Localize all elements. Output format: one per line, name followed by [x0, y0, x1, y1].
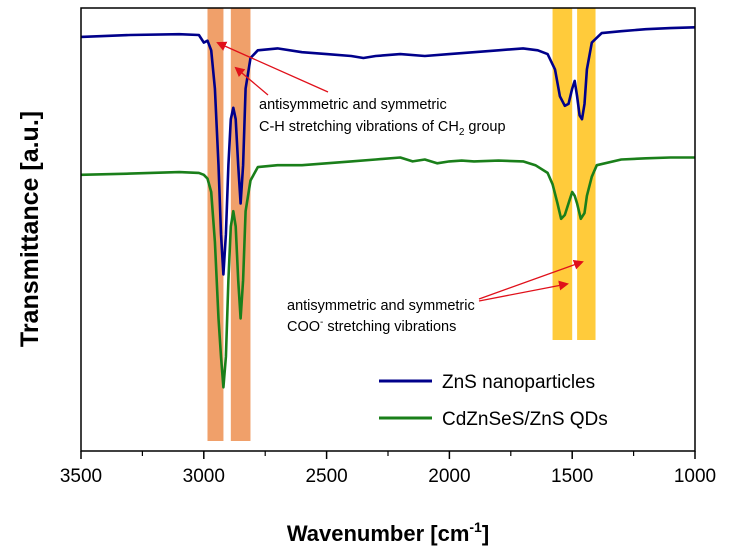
- annotation-ch-line2: C-H stretching vibrations of CH2 group: [259, 119, 506, 138]
- x-tick-label-1000: 1000: [674, 466, 716, 487]
- x-tick-label-2500: 2500: [305, 466, 347, 487]
- x-axis-title-main: Wavenumber [cm: [287, 521, 470, 546]
- x-tick-label-2000: 2000: [428, 466, 470, 487]
- arrow-coo-antisymmetric: [478, 259, 584, 300]
- series-layer: [80, 26, 696, 389]
- legend: ZnS nanoparticles CdZnSeS/ZnS QDs: [379, 372, 608, 430]
- arrow-coo-symmetric: [478, 280, 569, 302]
- plot-frame: [80, 7, 696, 452]
- x-axis-title: Wavenumber [cm-1]: [287, 519, 489, 546]
- series-line-0: [80, 26, 696, 276]
- series-line-1: [80, 156, 695, 389]
- legend-label-zns: ZnS nanoparticles: [442, 372, 595, 393]
- annotation-coo-line1: antisymmetric and symmetric: [287, 298, 475, 314]
- x-axis-title-end: ]: [482, 521, 489, 546]
- x-axis-title-sup: -1: [469, 519, 482, 535]
- x-tick-label-3500: 3500: [60, 466, 102, 487]
- highlight-band-3: [577, 8, 596, 340]
- annotation-coo-sup: -: [320, 317, 323, 328]
- annotation-coo-line2: COO- stretching vibrations: [287, 317, 456, 335]
- arrow-ch-symmetric: [234, 66, 269, 96]
- annotation-ch-end: group: [464, 119, 505, 135]
- x-tick-label-3000: 3000: [183, 466, 225, 487]
- y-axis-title: Transmittance [a.u.]: [16, 111, 44, 347]
- x-axis-ticks: 3500 3000 2500 2000 1500 1000: [60, 451, 716, 487]
- annotation-ch-main: C-H stretching vibrations of CH: [259, 119, 459, 135]
- x-tick-label-1500: 1500: [551, 466, 593, 487]
- annotation-ch-line1: antisymmetric and symmetric: [259, 97, 447, 113]
- annotation-coo-main: COO: [287, 319, 320, 335]
- highlight-band-2: [552, 8, 573, 340]
- annotation-ch-sub: 2: [459, 127, 465, 138]
- annotation-coo-end: stretching vibrations: [323, 319, 456, 335]
- legend-label-qds: CdZnSeS/ZnS QDs: [442, 409, 608, 430]
- arrow-ch-antisymmetric: [216, 41, 329, 93]
